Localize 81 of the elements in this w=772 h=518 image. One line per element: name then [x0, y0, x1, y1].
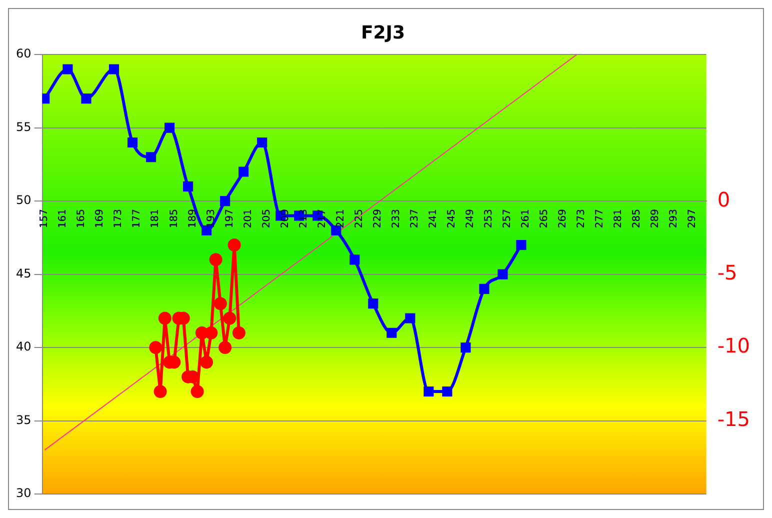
point [218, 341, 232, 354]
x-tick-label: 217 [316, 209, 328, 228]
point [223, 312, 236, 325]
point [232, 326, 246, 340]
x-tick-label: 157 [39, 209, 50, 228]
x-tick-label: 269 [557, 209, 568, 228]
point [214, 297, 227, 310]
x-tick-label: 241 [428, 209, 439, 228]
point [228, 238, 241, 252]
point [200, 356, 214, 369]
x-tick-label: 185 [168, 209, 180, 228]
y2-tick-label: -15 [717, 406, 750, 431]
x-tick-label: 169 [94, 209, 106, 228]
x-tick-label: 213 [298, 209, 310, 228]
point [149, 341, 162, 354]
x-tick-label: 197 [224, 209, 236, 228]
x-tick-label: 233 [390, 209, 402, 228]
point [62, 64, 73, 74]
x-tick-label: 189 [187, 209, 198, 228]
point [368, 298, 378, 309]
x-tick-label: 249 [464, 209, 476, 228]
x-tick-label: 257 [502, 209, 513, 228]
point [127, 137, 138, 148]
x-tick-label: 165 [76, 209, 88, 228]
point [350, 254, 360, 265]
point [164, 122, 175, 133]
point [146, 152, 156, 162]
y-tick-label: 60 [16, 46, 32, 61]
x-tick-label: 221 [335, 209, 346, 228]
y-tick-label: 50 [16, 193, 32, 208]
y-tick-label: 45 [16, 266, 32, 280]
y2-tick-label: -10 [717, 334, 750, 358]
x-tick-label: 201 [242, 209, 254, 228]
point [108, 64, 120, 74]
x-tick-label: 265 [538, 209, 550, 228]
x-tick-label: 245 [446, 209, 458, 228]
point [220, 196, 230, 206]
point [202, 225, 212, 236]
point [154, 384, 167, 398]
x-tick-label: 225 [354, 209, 365, 228]
point [190, 384, 204, 398]
x-tick-label: 173 [113, 209, 124, 228]
point [424, 386, 434, 397]
point [204, 326, 218, 340]
point [238, 166, 249, 177]
point [158, 312, 172, 325]
y-tick-label: 55 [16, 120, 32, 134]
x-tick-label: 297 [687, 209, 698, 228]
y-tick-label: 30 [16, 486, 32, 500]
x-tick-label: 181 [150, 209, 162, 228]
x-tick-label: 177 [132, 209, 143, 228]
x-tick-label: 293 [668, 209, 680, 228]
x-tick-label: 161 [58, 209, 69, 228]
x-tick-label: 277 [594, 209, 606, 228]
x-tick-label: 229 [372, 209, 384, 228]
point [460, 342, 471, 353]
point [257, 137, 268, 148]
x-tick-label: 289 [650, 209, 662, 228]
x-tick-label: 205 [261, 209, 272, 228]
point [209, 253, 222, 266]
x-tick-label: 237 [409, 209, 420, 228]
point [386, 328, 397, 338]
point [81, 94, 92, 104]
x-tick-label: 209 [280, 209, 291, 228]
x-tick-label: 253 [483, 209, 494, 228]
x-tick-label: 273 [576, 209, 587, 228]
point [405, 313, 416, 324]
y-tick-label: 35 [16, 412, 32, 427]
point [183, 181, 194, 192]
y2-tick-label: -5 [717, 260, 738, 285]
x-tick-label: 261 [520, 209, 532, 228]
y2-tick-label: 0 [717, 187, 730, 212]
point [442, 386, 452, 397]
x-tick-label: 193 [206, 209, 217, 228]
chart-title: F2J3 [360, 22, 406, 44]
x-tick-label: 281 [613, 209, 624, 228]
x-tick-label: 285 [632, 209, 643, 228]
point [498, 269, 508, 280]
point [516, 240, 526, 250]
point [479, 284, 490, 294]
y-tick-label: 40 [16, 340, 32, 354]
